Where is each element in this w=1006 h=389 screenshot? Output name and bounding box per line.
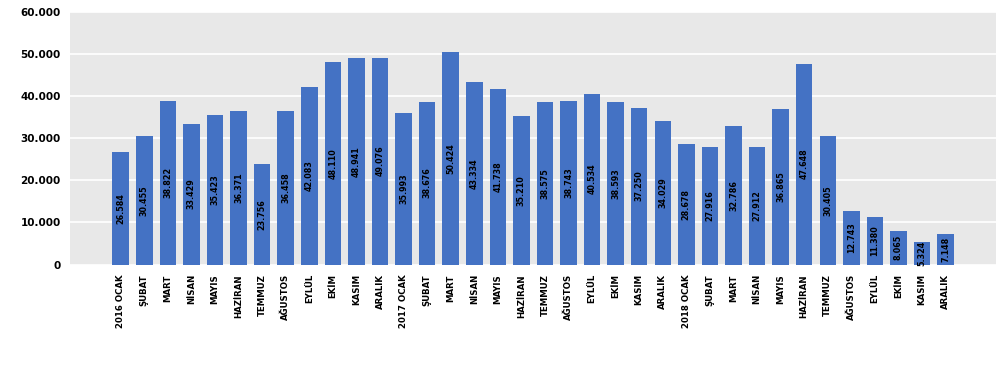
Text: 23.756: 23.756: [258, 199, 267, 230]
Text: 12.743: 12.743: [847, 222, 856, 253]
Text: 36.865: 36.865: [777, 172, 785, 202]
Text: 26.584: 26.584: [117, 193, 125, 224]
Bar: [796, 64, 813, 265]
Text: 28.678: 28.678: [682, 189, 691, 220]
Bar: [418, 102, 436, 265]
Bar: [748, 147, 766, 265]
Text: 50.424: 50.424: [447, 143, 455, 173]
Text: 30.405: 30.405: [823, 185, 832, 216]
Text: 11.380: 11.380: [870, 225, 879, 256]
Bar: [254, 165, 271, 265]
Bar: [843, 211, 859, 265]
Bar: [395, 113, 411, 265]
Bar: [372, 58, 388, 265]
Bar: [466, 82, 483, 265]
Text: 38.743: 38.743: [564, 168, 573, 198]
Bar: [230, 111, 246, 265]
Bar: [608, 102, 624, 265]
Bar: [490, 89, 506, 265]
Text: 33.429: 33.429: [187, 179, 196, 209]
Text: 36.458: 36.458: [282, 172, 290, 203]
Bar: [631, 107, 648, 265]
Text: 34.029: 34.029: [658, 177, 667, 208]
Bar: [183, 124, 200, 265]
Bar: [678, 144, 694, 265]
Text: 35.210: 35.210: [517, 175, 526, 206]
Text: 48.941: 48.941: [352, 146, 361, 177]
Text: 38.822: 38.822: [163, 167, 172, 198]
Text: 32.786: 32.786: [729, 180, 738, 211]
Text: 7.148: 7.148: [942, 237, 950, 262]
Text: 35.993: 35.993: [399, 173, 408, 204]
Bar: [348, 58, 364, 265]
Bar: [160, 101, 176, 265]
Text: 35.423: 35.423: [210, 175, 219, 205]
Bar: [301, 87, 318, 265]
Text: 37.250: 37.250: [635, 171, 644, 202]
Bar: [725, 126, 741, 265]
Text: 36.371: 36.371: [234, 173, 243, 203]
Bar: [702, 147, 718, 265]
Text: 43.334: 43.334: [470, 158, 479, 189]
Bar: [513, 116, 529, 265]
Bar: [443, 52, 459, 265]
Text: 38.593: 38.593: [612, 168, 620, 198]
Text: 41.738: 41.738: [493, 161, 502, 192]
Text: 30.455: 30.455: [140, 185, 149, 216]
Text: 5.324: 5.324: [917, 241, 927, 266]
Bar: [537, 102, 553, 265]
Bar: [113, 152, 129, 265]
Bar: [325, 62, 341, 265]
Text: 42.083: 42.083: [305, 160, 314, 191]
Text: 49.076: 49.076: [375, 146, 384, 177]
Bar: [820, 137, 836, 265]
Text: 27.912: 27.912: [752, 190, 762, 221]
Text: 47.648: 47.648: [800, 149, 809, 179]
Text: 38.676: 38.676: [423, 168, 432, 198]
Bar: [560, 101, 576, 265]
Text: 48.110: 48.110: [328, 148, 337, 179]
Text: 27.916: 27.916: [705, 190, 714, 221]
Bar: [207, 115, 223, 265]
Bar: [136, 136, 153, 265]
Bar: [890, 231, 906, 265]
Bar: [913, 242, 931, 265]
Bar: [866, 217, 883, 265]
Text: 40.534: 40.534: [588, 164, 597, 194]
Bar: [583, 94, 601, 265]
Bar: [773, 109, 789, 265]
Bar: [938, 235, 954, 265]
Text: 8.065: 8.065: [894, 235, 903, 260]
Bar: [655, 121, 671, 265]
Text: 38.575: 38.575: [540, 168, 549, 199]
Bar: [278, 111, 294, 265]
